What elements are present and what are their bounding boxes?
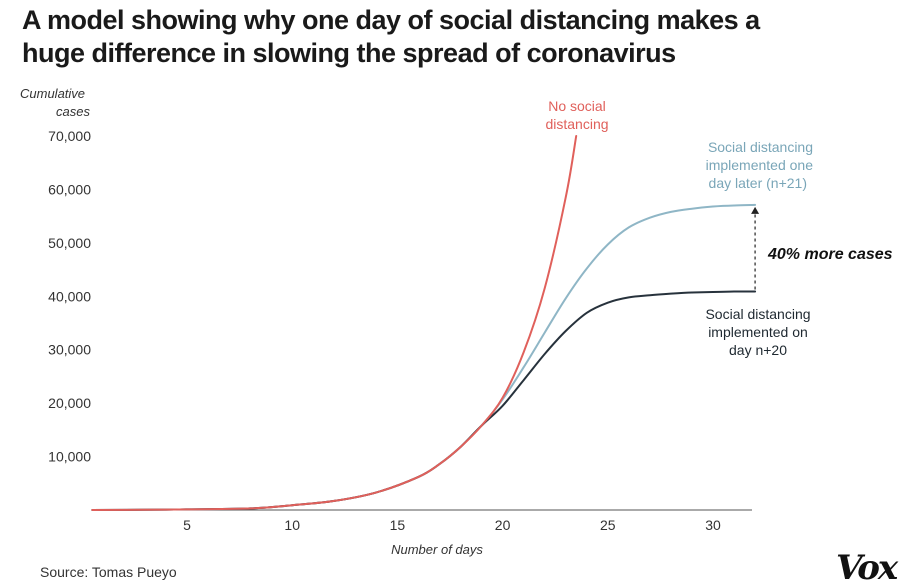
y-tick-label: 50,000 xyxy=(48,235,91,251)
y-tick-label: 70,000 xyxy=(48,128,91,144)
no-distancing-label-line-2: distancing xyxy=(545,116,608,132)
y-tick-label: 40,000 xyxy=(48,288,91,304)
series-line-one-day-later xyxy=(91,203,757,511)
series-line-no-distancing xyxy=(91,135,578,511)
arrow-head-icon xyxy=(751,206,760,214)
x-tick-labels: 5 10 15 20 25 30 xyxy=(183,517,721,533)
x-tick-label: 5 xyxy=(183,517,191,533)
y-tick-label: 20,000 xyxy=(48,395,91,411)
y-tick-label: 30,000 xyxy=(48,342,91,358)
y-axis-label: Cumulative cases xyxy=(20,86,90,119)
x-tick-label: 10 xyxy=(284,517,300,533)
series-label-no-distancing: No social distancing xyxy=(545,98,608,132)
difference-annotation: 40% more cases xyxy=(767,246,893,263)
x-tick-label: 25 xyxy=(600,517,616,533)
series-line-day-n20 xyxy=(91,290,757,511)
x-tick-label: 15 xyxy=(390,517,406,533)
day-n20-label-line-1: Social distancing xyxy=(705,306,810,322)
one-day-later-label-line-3: day later (n+21) xyxy=(709,175,807,191)
title-line-1: A model showing why one day of social di… xyxy=(22,5,760,35)
series-lines xyxy=(91,135,757,511)
x-axis-label: Number of days xyxy=(391,542,483,557)
y-tick-labels: 10,000 20,000 30,000 40,000 50,000 60,000 70,0… xyxy=(48,128,91,465)
title-line-2: huge difference in slowing the spread of… xyxy=(22,38,676,68)
series-label-day-n20: Social distancing implemented on day n+2… xyxy=(705,306,810,358)
series-label-one-day-later: Social distancing implemented one day la… xyxy=(706,139,814,191)
y-axis-label-line-2: cases xyxy=(56,104,90,119)
y-tick-label: 10,000 xyxy=(48,449,91,465)
y-tick-label: 60,000 xyxy=(48,181,91,197)
x-tick-label: 20 xyxy=(495,517,511,533)
x-tick-label: 30 xyxy=(705,517,721,533)
no-distancing-label-line-1: No social xyxy=(548,98,606,114)
y-axis-label-line-1: Cumulative xyxy=(20,86,85,101)
day-n20-label-line-2: implemented on xyxy=(708,324,808,340)
source-note: Source: Tomas Pueyo xyxy=(40,564,177,580)
chart-title: A model showing why one day of social di… xyxy=(22,4,912,70)
one-day-later-label-line-2: implemented one xyxy=(706,157,814,173)
one-day-later-label-line-1: Social distancing xyxy=(708,139,813,155)
day-n20-label-line-3: day n+20 xyxy=(729,342,787,358)
vox-logo: Vox xyxy=(836,548,898,588)
